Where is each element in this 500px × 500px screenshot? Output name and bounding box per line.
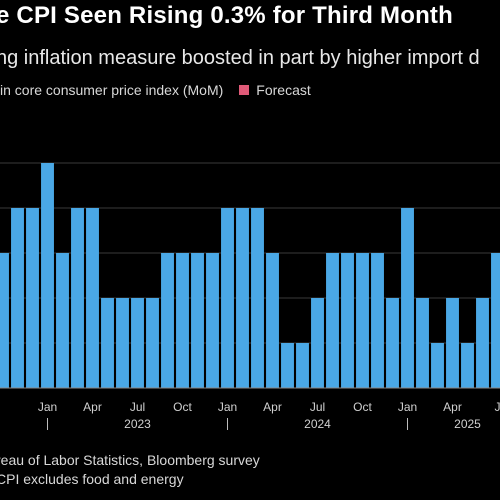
- bar: [281, 343, 294, 388]
- bar: [341, 253, 354, 388]
- bar: [0, 253, 9, 388]
- bar: [326, 253, 339, 388]
- x-tick-label: Jul: [130, 400, 145, 414]
- bar: [416, 298, 429, 388]
- definition-note: CPI excludes food and energy: [0, 471, 184, 487]
- bar: [386, 298, 399, 388]
- bar: [56, 253, 69, 388]
- chart-title: e CPI Seen Rising 0.3% for Third Month: [0, 2, 453, 29]
- chart-legend: in core consumer price index (MoM) Forec…: [0, 82, 311, 98]
- x-tick-label: Apr: [443, 400, 462, 414]
- x-year-label: 2023: [124, 417, 151, 431]
- bar: [176, 253, 189, 388]
- bar: [296, 343, 309, 388]
- bar: [131, 298, 144, 388]
- bar-chart: Jan Apr Jul Oct Jan Apr Jul Oct Jan Apr J 2023 2024 2…: [0, 162, 500, 431]
- x-year-label: 2025: [454, 417, 481, 431]
- bar: [146, 298, 159, 388]
- bar: [71, 208, 84, 388]
- bar: [221, 208, 234, 388]
- bar: [371, 253, 384, 388]
- bar: [446, 298, 459, 388]
- x-tick-label: Jan: [38, 400, 57, 414]
- legend-main-label: in core consumer price index (MoM): [0, 82, 224, 98]
- bar: [116, 298, 129, 388]
- chart-subtitle: ng inflation measure boosted in part by …: [0, 47, 480, 69]
- x-tick-label: Oct: [173, 400, 192, 414]
- x-tick-label: J: [495, 400, 500, 414]
- bar: [311, 298, 324, 388]
- bar: [191, 253, 204, 388]
- source-note: reau of Labor Statistics, Bloomberg surv…: [0, 452, 260, 468]
- x-tick-label: Jan: [398, 400, 417, 414]
- x-year-label: 2024: [304, 417, 331, 431]
- bar: [491, 253, 500, 388]
- bar: [431, 343, 444, 388]
- x-tick-label: Oct: [353, 400, 372, 414]
- bar: [26, 208, 39, 388]
- bar: [251, 208, 264, 388]
- x-tick-label: Apr: [83, 400, 102, 414]
- bar: [461, 343, 474, 388]
- bar: [236, 208, 249, 388]
- x-tick-label: Jul: [310, 400, 325, 414]
- bar: [101, 298, 114, 388]
- bar: [266, 253, 279, 388]
- bar: [401, 208, 414, 388]
- x-tick-label: Apr: [263, 400, 282, 414]
- bar: [11, 208, 24, 388]
- bar: [356, 253, 369, 388]
- legend-forecast-label: Forecast: [256, 82, 311, 98]
- bar: [206, 253, 219, 388]
- bar: [476, 298, 489, 388]
- legend-forecast-swatch: [239, 85, 250, 95]
- x-tick-label: Jan: [218, 400, 237, 414]
- bar: [86, 208, 99, 388]
- bar: [161, 253, 174, 388]
- bar: [41, 163, 54, 388]
